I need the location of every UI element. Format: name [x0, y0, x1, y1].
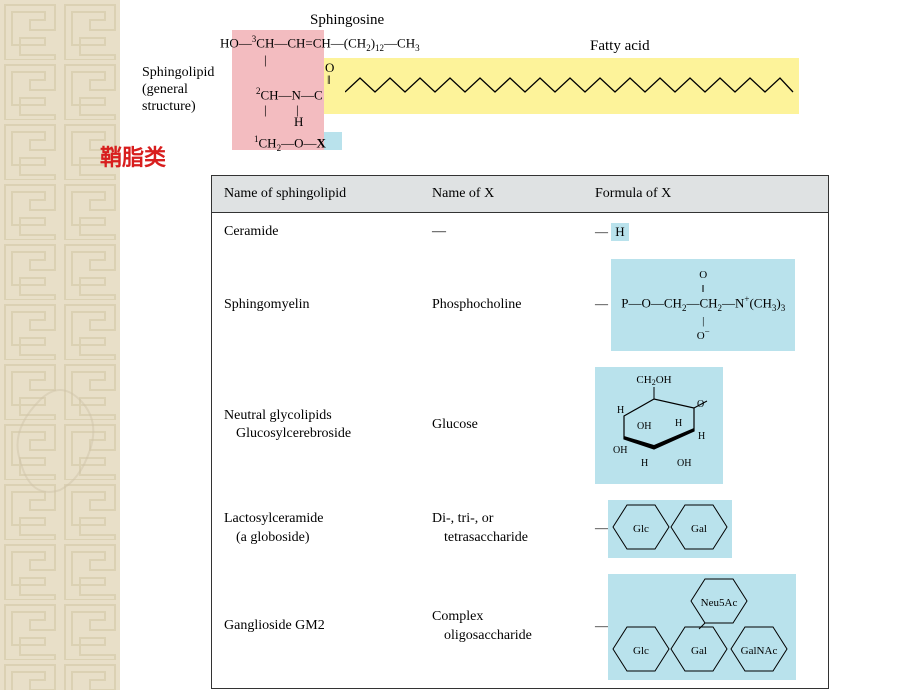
svg-text:Glc: Glc — [633, 645, 649, 657]
chem-bond: | — [264, 52, 267, 68]
general-structure-label: Sphingolipid (general structure) — [142, 65, 214, 115]
svg-text:Gal: Gal — [691, 645, 707, 657]
chem-formula-row2: 2CH—N—C — [256, 86, 323, 103]
cell-namex: Di-, tri-, ortetrasaccharide — [432, 510, 595, 546]
svg-text:OH: OH — [613, 445, 627, 456]
cell-name: Ceramide — [212, 223, 432, 241]
fattyacid-label: Fatty acid — [590, 38, 650, 55]
x-group-highlight — [324, 132, 342, 150]
svg-text:H: H — [641, 458, 648, 469]
cell-formula: — Neu5Ac Glc Gal GalNAc — [595, 574, 828, 680]
side-label-line: (general — [142, 82, 188, 97]
table-header: Name of sphingolipid Name of X Formula o… — [212, 176, 828, 213]
col-header-name: Name of sphingolipid — [212, 186, 432, 202]
sphingolipid-table: Name of sphingolipid Name of X Formula o… — [211, 175, 829, 689]
cell-name: Neutral glycolipidsGlucosylcerebroside — [212, 407, 432, 443]
table-row: Lactosylceramide(a globoside)Di-, tri-, … — [212, 492, 828, 566]
chem-formula-row3: 1CH2—O—X — [254, 134, 326, 153]
table-row: SphingomyelinPhosphocholine— O ‖ P—O—CH2… — [212, 251, 828, 359]
cell-formula: CH2OH H O OH H OH H OH H — [595, 367, 828, 484]
svg-text:Neu5Ac: Neu5Ac — [701, 597, 738, 609]
table-body: Ceramide—— HSphingomyelinPhosphocholine—… — [212, 213, 828, 688]
svg-text:O: O — [697, 399, 704, 410]
svg-text:CH2OH: CH2OH — [636, 374, 671, 387]
structure-diagram: Sphingosine Fatty acid Sphingolipid (gen… — [120, 10, 920, 170]
col-header-namex: Name of X — [432, 186, 595, 202]
chem-dbond: ‖ — [327, 72, 331, 88]
cell-namex: Phosphocholine — [432, 296, 595, 314]
cell-name: Sphingomyelin — [212, 296, 432, 314]
svg-text:H: H — [675, 418, 682, 429]
svg-text:OH: OH — [677, 458, 691, 469]
cell-name: Lactosylceramide(a globoside) — [212, 510, 432, 546]
side-label-line: structure) — [142, 99, 196, 114]
cell-namex: — — [432, 223, 595, 241]
svg-text:H: H — [617, 405, 624, 416]
svg-text:H: H — [698, 431, 705, 442]
svg-text:OH: OH — [637, 421, 651, 432]
svg-text:GalNAc: GalNAc — [741, 645, 778, 657]
chem-formula-row1: HO—3CH—CH=CH—(CH2)12—CH3 — [220, 34, 420, 53]
chem-h: H — [294, 114, 303, 130]
cell-formula: — O ‖ P—O—CH2—CH2—N+(CH3)3 | O− — [595, 259, 828, 351]
table-row: Neutral glycolipidsGlucosylcerebrosideGl… — [212, 359, 828, 492]
table-row: Ganglioside GM2Complexoligosaccharide— N… — [212, 566, 828, 688]
cell-namex: Complexoligosaccharide — [432, 608, 595, 644]
cell-formula: — H — [595, 223, 828, 241]
cell-formula: — Glc Gal — [595, 500, 828, 558]
sphingosine-label: Sphingosine — [310, 12, 384, 29]
side-label-line: Sphingolipid — [142, 65, 214, 80]
fattyacid-chain-icon — [345, 70, 795, 110]
cell-namex: Glucose — [432, 416, 595, 434]
svg-text:Gal: Gal — [691, 523, 707, 535]
main-content: Sphingosine Fatty acid Sphingolipid (gen… — [120, 0, 920, 690]
col-header-formula: Formula of X — [595, 186, 828, 202]
chinese-title: 鞘脂类 — [100, 140, 166, 172]
chem-bond: | — [264, 102, 267, 118]
cell-name: Ganglioside GM2 — [212, 617, 432, 635]
x-label: X — [316, 135, 325, 150]
svg-text:Glc: Glc — [633, 523, 649, 535]
table-row: Ceramide—— H — [212, 213, 828, 251]
